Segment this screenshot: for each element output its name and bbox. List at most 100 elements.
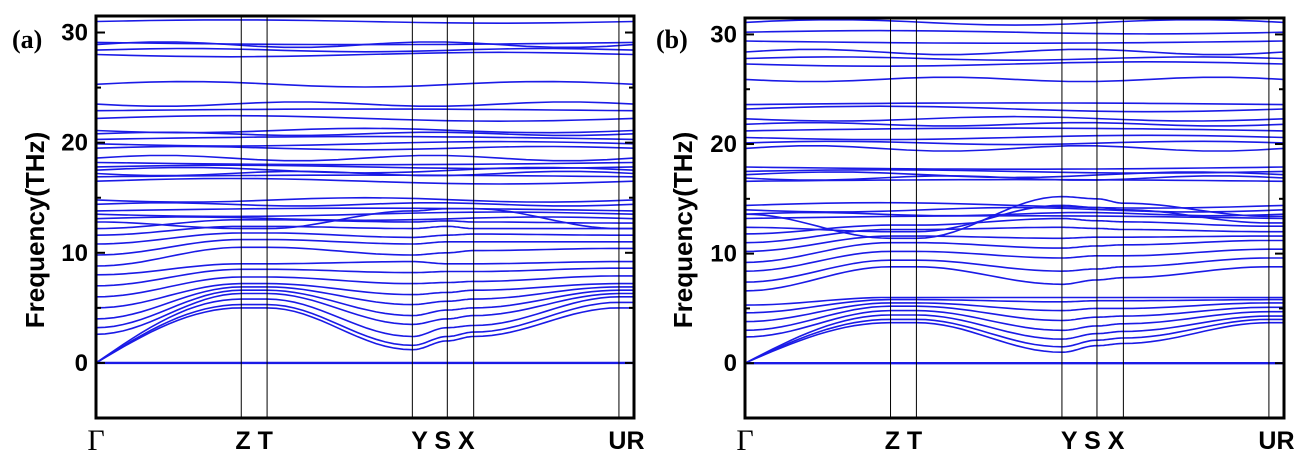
dispersive-band bbox=[744, 204, 1284, 233]
dispersive-band bbox=[96, 207, 634, 230]
flat-band bbox=[744, 18, 1285, 26]
flat-band bbox=[744, 168, 1285, 174]
flat-band bbox=[95, 202, 635, 207]
flat-band bbox=[95, 196, 635, 203]
flat-band bbox=[95, 80, 635, 88]
x-tick-label: Y S X bbox=[1061, 427, 1125, 455]
dispersive-band bbox=[744, 265, 1284, 292]
flat-band bbox=[95, 211, 635, 218]
flat-band bbox=[744, 166, 1285, 170]
x-tick-label: UR bbox=[608, 427, 644, 455]
flat-band bbox=[95, 174, 635, 178]
y-tick-label: 30 bbox=[61, 20, 88, 47]
y-tick-label: 0 bbox=[724, 350, 737, 377]
y-axis-label-b: Frequency(THz) bbox=[668, 132, 698, 328]
dispersive-band bbox=[744, 226, 1284, 244]
dispersive-band bbox=[744, 298, 1284, 314]
dispersive-band bbox=[95, 307, 634, 364]
x-tick-labels-b: Γ Z T Y S X UR bbox=[736, 424, 1294, 456]
y-ticks-b: 0 10 20 30 bbox=[710, 21, 1284, 419]
dispersive-band bbox=[95, 289, 634, 329]
dispersive-band bbox=[95, 219, 634, 230]
dispersive-band bbox=[95, 225, 634, 236]
flat-band bbox=[744, 60, 1285, 68]
flat-band bbox=[95, 131, 635, 137]
flat-band bbox=[95, 19, 635, 25]
flat-band bbox=[744, 105, 1285, 113]
x-tick-labels-a: Γ Z T Y S X UR bbox=[87, 424, 644, 456]
y-ticks-a: 0 10 20 30 bbox=[61, 20, 634, 419]
dispersive-band bbox=[744, 217, 1284, 235]
dispersive-band bbox=[95, 286, 634, 320]
panel-a: (a) Frequency(THz) 0 10 20 30 Γ Z T Y S X UR bbox=[12, 14, 645, 456]
flat-band bbox=[95, 135, 635, 141]
x-tick-label: Γ bbox=[87, 424, 104, 456]
flat-band bbox=[95, 154, 635, 162]
y-tick-label: 0 bbox=[75, 350, 88, 377]
kpath-lines-a bbox=[240, 16, 620, 418]
dispersive-band bbox=[744, 321, 1284, 364]
y-tick-label: 10 bbox=[61, 240, 88, 267]
panel-label-b: (b) bbox=[656, 25, 688, 54]
x-tick-label: Y S X bbox=[411, 427, 475, 455]
dispersive-band bbox=[95, 246, 634, 267]
flat-band bbox=[744, 134, 1285, 141]
flat-band bbox=[744, 201, 1285, 209]
dispersive-band bbox=[744, 314, 1284, 364]
flat-band bbox=[744, 40, 1285, 45]
plot-frame-b bbox=[743, 16, 1286, 420]
flat-band bbox=[95, 216, 635, 222]
dispersive-band bbox=[95, 267, 634, 287]
flat-band bbox=[744, 115, 1285, 122]
x-tick-label: Γ bbox=[736, 424, 753, 456]
dispersive-band bbox=[95, 292, 634, 336]
dispersive-band bbox=[744, 195, 1284, 240]
flat-band bbox=[95, 51, 635, 58]
flat-band bbox=[95, 41, 635, 46]
panel-label-a: (a) bbox=[12, 25, 42, 54]
dispersive-band bbox=[95, 275, 634, 298]
x-tick-label: Z T bbox=[235, 427, 273, 455]
flat-band bbox=[95, 207, 635, 212]
dispersive-band bbox=[95, 232, 634, 245]
dispersive-band bbox=[95, 295, 634, 364]
dispersive-band bbox=[744, 248, 1284, 272]
bands-b bbox=[744, 18, 1285, 365]
flat-band bbox=[744, 29, 1285, 35]
flat-band bbox=[744, 48, 1285, 56]
dispersive-band bbox=[744, 296, 1284, 306]
dispersive-band bbox=[744, 257, 1284, 283]
bands-a bbox=[95, 19, 635, 365]
flat-band bbox=[744, 127, 1285, 132]
kpath-lines-b bbox=[890, 18, 1270, 418]
flat-band bbox=[95, 177, 635, 185]
plot-frame-a bbox=[94, 14, 636, 420]
flat-band bbox=[95, 47, 635, 53]
flat-band bbox=[744, 140, 1285, 146]
flat-band bbox=[95, 161, 635, 166]
flat-band bbox=[95, 108, 635, 112]
y-tick-label: 30 bbox=[710, 21, 737, 48]
dispersive-band bbox=[95, 260, 634, 276]
x-tick-label: Z T bbox=[885, 427, 923, 455]
x-tick-label: UR bbox=[1258, 427, 1294, 455]
y-tick-label: 20 bbox=[61, 130, 88, 157]
dispersive-band bbox=[744, 305, 1284, 332]
y-tick-label: 10 bbox=[710, 241, 737, 268]
flat-band bbox=[95, 145, 635, 151]
dispersive-band bbox=[744, 239, 1284, 264]
dispersive-band bbox=[744, 235, 1284, 253]
flat-band bbox=[744, 76, 1285, 83]
flat-band bbox=[744, 145, 1285, 152]
y-tick-label: 20 bbox=[710, 131, 737, 158]
dispersive-band bbox=[95, 301, 634, 364]
flat-band bbox=[744, 178, 1285, 183]
flat-band bbox=[95, 114, 635, 123]
dispersive-band bbox=[95, 282, 634, 309]
dispersive-band bbox=[744, 309, 1284, 338]
flat-band bbox=[744, 215, 1285, 220]
dispersive-band bbox=[744, 318, 1284, 364]
panel-b: (b) Frequency(THz) 0 10 20 30 Γ Z T Y S X UR bbox=[656, 16, 1295, 456]
dispersive-band bbox=[95, 238, 634, 256]
